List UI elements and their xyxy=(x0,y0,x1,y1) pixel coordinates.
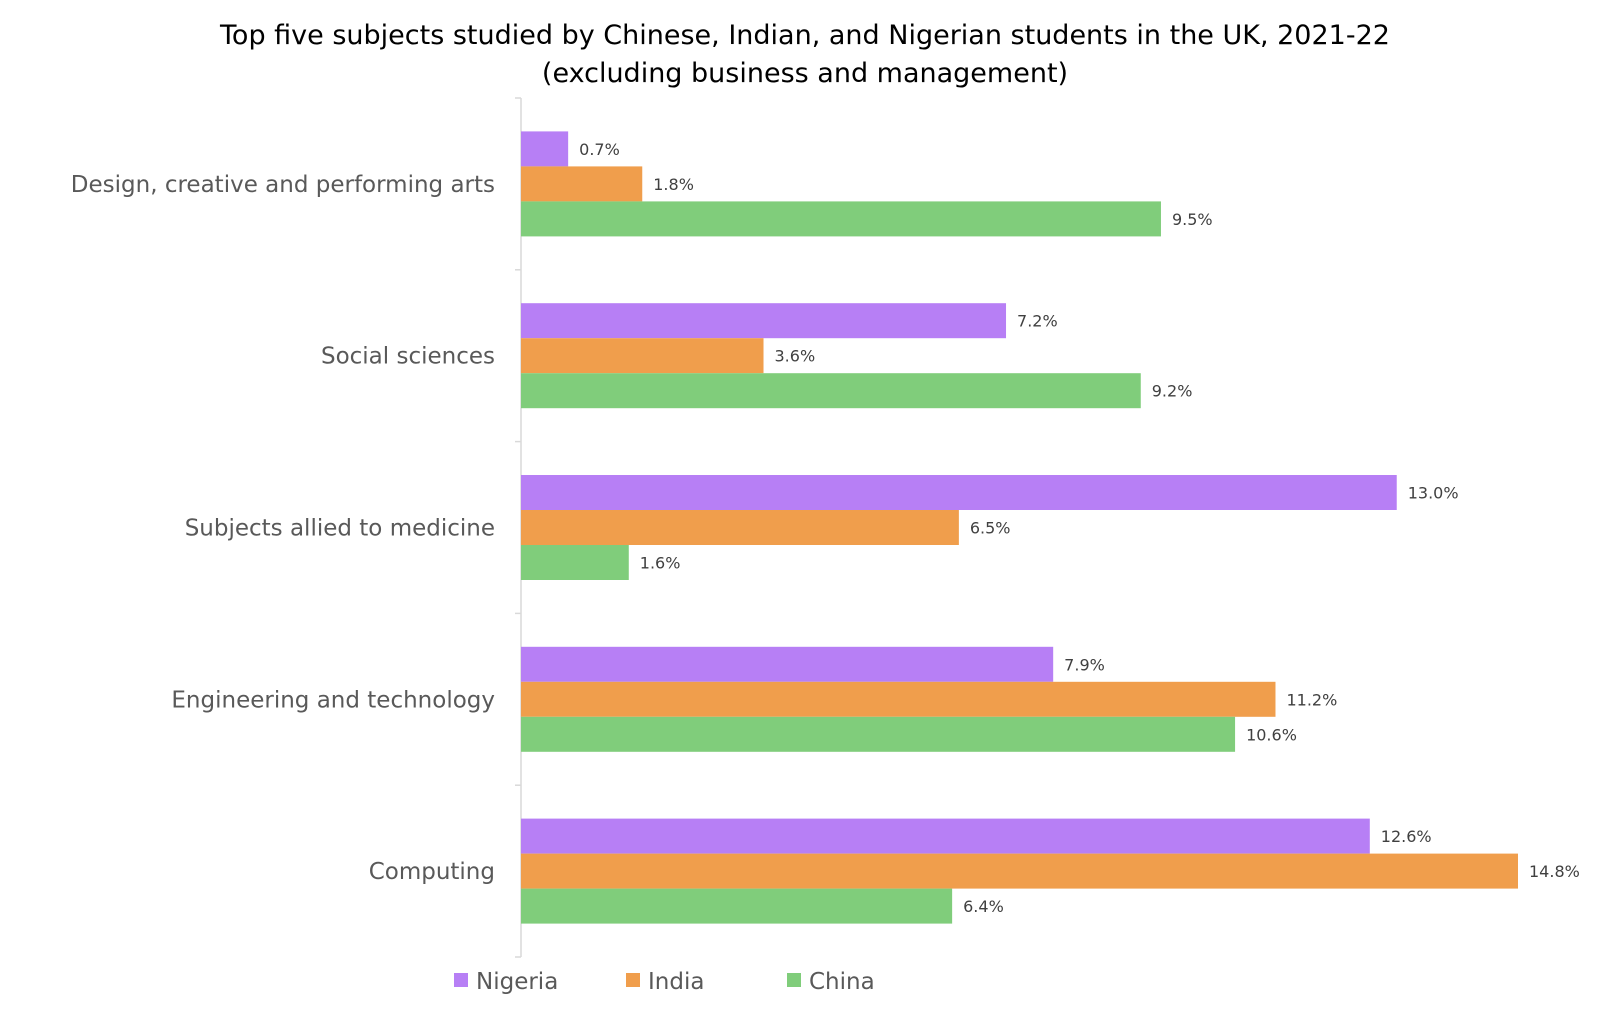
bar-nigeria xyxy=(521,475,1397,510)
legend-label: India xyxy=(648,969,704,995)
bar-china xyxy=(521,201,1161,237)
data-label: 13.0% xyxy=(1408,484,1459,503)
bar-china xyxy=(521,716,1236,752)
data-label: 12.6% xyxy=(1381,827,1432,846)
data-label: 3.6% xyxy=(775,347,816,366)
bar-china xyxy=(521,888,953,924)
data-label: 9.2% xyxy=(1152,382,1193,401)
data-label: 1.8% xyxy=(653,175,694,194)
category-label: Subjects allied to medicine xyxy=(185,516,495,542)
bar-nigeria xyxy=(521,303,1007,339)
category-label: Social sciences xyxy=(321,344,495,370)
bar-china xyxy=(521,373,1141,409)
legend-swatch-nigeria xyxy=(454,973,468,987)
bar-india xyxy=(521,510,959,545)
bar-india xyxy=(521,853,1518,889)
bar-india xyxy=(521,166,643,202)
bar-china xyxy=(521,545,629,580)
bar-india xyxy=(521,338,764,374)
legend-label: Nigeria xyxy=(476,969,558,995)
chart-subtitle: (excluding business and management) xyxy=(541,58,1069,89)
data-label: 7.9% xyxy=(1064,655,1105,674)
data-label: 1.6% xyxy=(640,554,681,573)
data-label: 14.8% xyxy=(1529,862,1580,881)
category-label: Computing xyxy=(369,859,495,885)
chart-title: Top five subjects studied by Chinese, In… xyxy=(220,20,1390,51)
bar-nigeria xyxy=(521,646,1054,682)
data-label: 0.7% xyxy=(579,140,620,159)
bar-nigeria xyxy=(521,818,1370,854)
data-label: 11.2% xyxy=(1286,690,1337,709)
bar-india xyxy=(521,681,1276,717)
data-label: 9.5% xyxy=(1172,210,1213,229)
bar-nigeria xyxy=(521,131,569,167)
legend-swatch-india xyxy=(626,973,640,987)
data-label: 10.6% xyxy=(1246,725,1297,744)
category-label: Engineering and technology xyxy=(171,687,495,713)
legend-swatch-china xyxy=(787,973,801,987)
category-label: Design, creative and performing arts xyxy=(71,172,495,198)
legend-label: China xyxy=(809,969,875,995)
data-label: 6.5% xyxy=(970,519,1011,538)
data-label: 7.2% xyxy=(1017,312,1058,331)
data-label: 6.4% xyxy=(963,897,1004,916)
